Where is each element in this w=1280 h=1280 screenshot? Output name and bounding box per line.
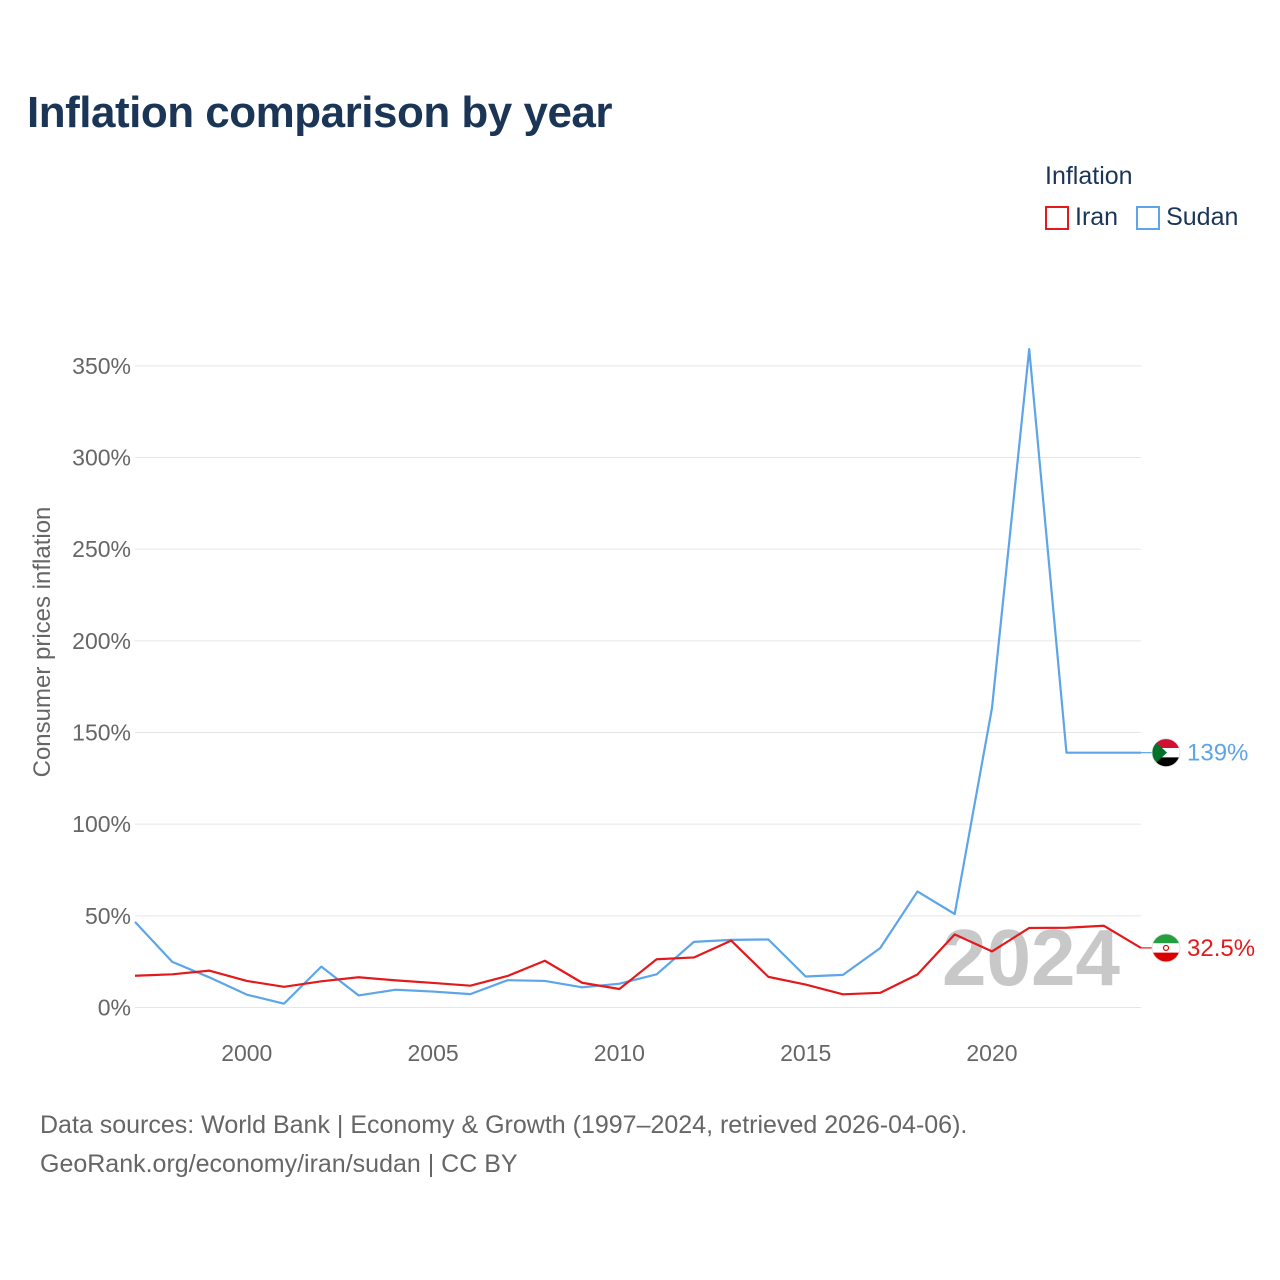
y-tick-label: 250% (72, 536, 131, 562)
footer: Data sources: World Bank | Economy & Gro… (40, 1106, 967, 1184)
flag-border (1151, 933, 1181, 963)
chart-title: Inflation comparison by year (27, 88, 613, 137)
legend-label-sudan: Sudan (1166, 203, 1239, 231)
data-source-text: Data sources: World Bank | Economy & Gro… (40, 1111, 968, 1139)
y-tick-label: 350% (72, 353, 131, 379)
series-line-iran[interactable] (134, 924, 1142, 996)
legend-item-sudan[interactable]: Sudan (1136, 203, 1238, 232)
y-tick-label: 0% (98, 995, 131, 1021)
y-tick-label: 150% (72, 720, 131, 746)
y-axis-label: Consumer prices inflation (29, 507, 56, 778)
legend: Inflation Iran Sudan (1045, 162, 1238, 232)
x-tick-label: 2000 (221, 1040, 272, 1066)
iran-flag-icon (1152, 933, 1180, 962)
end-value-label-iran: 32.5% (1187, 935, 1255, 962)
y-tick-label: 300% (72, 445, 131, 471)
series-line-sudan[interactable] (134, 348, 1141, 1005)
sudan-flag-icon (1152, 738, 1180, 767)
legend-item-iran[interactable]: Iran (1045, 203, 1118, 232)
x-tick-label: 2005 (407, 1040, 458, 1066)
y-tick-label: 50% (85, 903, 131, 929)
x-tick-label: 2010 (594, 1040, 645, 1066)
legend-title: Inflation (1045, 162, 1133, 190)
legend-label-iran: Iran (1075, 203, 1119, 231)
y-tick-label: 200% (72, 628, 131, 654)
attribution-text[interactable]: GeoRank.org/economy/iran/sudan | CC BY (40, 1150, 518, 1178)
y-tick-label: 100% (72, 811, 131, 837)
legend-swatch-sudan (1136, 205, 1161, 230)
x-tick-label: 2015 (780, 1040, 831, 1066)
end-value-label-sudan: 139% (1187, 740, 1248, 767)
legend-swatch-iran (1045, 205, 1069, 230)
flag-border (1151, 738, 1181, 768)
x-tick-label: 2020 (966, 1040, 1017, 1066)
